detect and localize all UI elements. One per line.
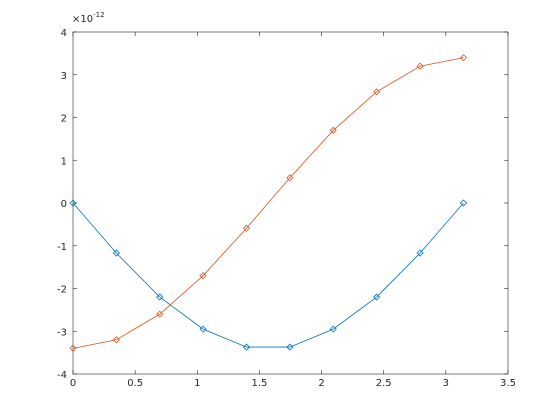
x-tick-label: 3.5: [500, 378, 516, 389]
marker: [329, 126, 337, 134]
series-line: [72, 57, 464, 349]
x-tick-label: 0: [70, 378, 76, 389]
y-tick-label: 2: [61, 114, 67, 125]
marker: [199, 325, 207, 333]
x-tick-label: 2: [318, 378, 324, 389]
x-tick-label: 0.5: [127, 378, 143, 389]
marker: [69, 199, 77, 207]
x-tick-label: 1.5: [251, 378, 267, 389]
y-tick-label: -4: [57, 370, 67, 381]
marker: [373, 293, 381, 301]
y-tick-label: 1: [61, 156, 67, 167]
marker: [459, 54, 468, 62]
marker: [286, 343, 294, 351]
series-line: [72, 202, 464, 348]
marker: [156, 310, 164, 318]
marker: [373, 88, 381, 96]
multiplier-exponent: -12: [93, 11, 104, 19]
marker: [416, 62, 424, 70]
marker: [112, 336, 120, 344]
x-tick-label: 2.5: [376, 378, 392, 389]
marker: [242, 224, 251, 232]
y-tick-label: -1: [57, 242, 67, 253]
x-tick-label: 1: [194, 378, 200, 389]
multiplier-base: ×10: [72, 14, 93, 25]
marker: [416, 249, 424, 257]
y-multiplier: ×10-12: [72, 11, 105, 25]
marker: [242, 343, 251, 351]
marker: [459, 199, 468, 207]
marker: [329, 325, 337, 333]
y-tick-label: 3: [61, 71, 67, 82]
marker: [69, 344, 77, 352]
marker: [112, 249, 120, 257]
y-tick-label: 0: [61, 199, 67, 210]
x-tick-label: 3: [443, 378, 449, 389]
y-tick-label: -3: [57, 327, 67, 338]
marker: [286, 174, 294, 182]
y-tick-label: 4: [61, 28, 67, 39]
marker: [156, 293, 164, 301]
marker: [199, 272, 207, 280]
y-tick-label: -2: [57, 285, 67, 296]
